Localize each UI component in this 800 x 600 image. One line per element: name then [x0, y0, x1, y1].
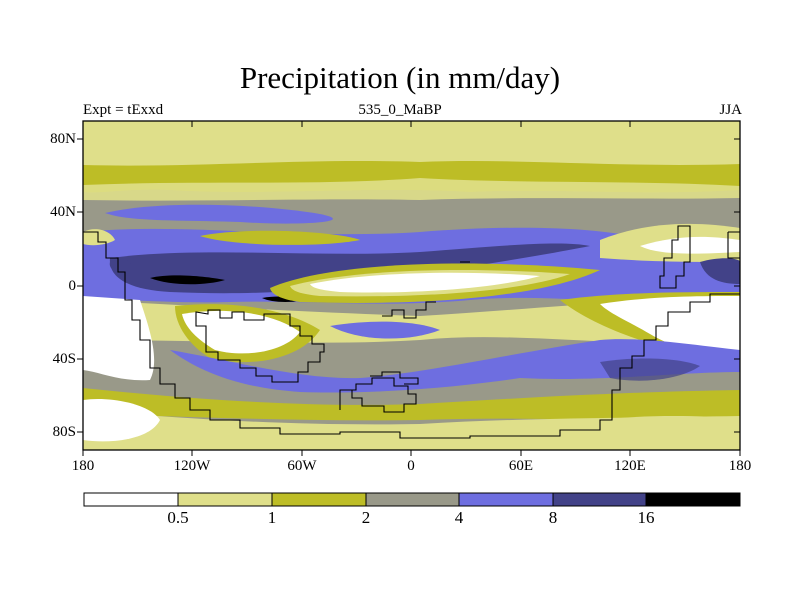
chart-title: Precipitation (in mm/day)	[239, 60, 561, 95]
lat-label-80s: 80S	[52, 424, 76, 440]
west-dark-patch	[109, 259, 132, 273]
colorbar-label-8: 8	[548, 508, 558, 527]
tropical-belt-dark	[109, 243, 590, 294]
east-dark-patch	[700, 258, 740, 284]
north-china-outline	[659, 225, 691, 289]
colorbar-box-below-0.5	[83, 492, 179, 507]
colorbar-box-0.5-1	[177, 492, 273, 507]
south-midlat-blue	[170, 339, 740, 393]
basin-detail-outline	[370, 371, 419, 385]
colorbar-label-1: 1	[267, 508, 277, 527]
colorbar-label-2: 2	[361, 508, 371, 527]
equatorial-dry-white	[310, 272, 540, 293]
lat-label-0: 0	[68, 278, 77, 294]
north-blue-streak	[105, 204, 333, 224]
lon-label-60w: 60W	[287, 458, 317, 474]
southern-basin-outline	[339, 377, 417, 413]
microcontinent-outline	[382, 301, 436, 319]
arctic-band-light	[83, 121, 740, 167]
map-field	[83, 121, 740, 450]
antarctic-dry-white	[83, 398, 160, 442]
max-precip-core	[150, 275, 225, 285]
lat-label-40s: 40S	[52, 351, 76, 367]
nw-dry-light	[83, 229, 115, 246]
south-dark-patch	[600, 358, 700, 381]
lat-label-40n: 40N	[50, 204, 76, 220]
antarctic-band-yellow	[83, 388, 740, 421]
antarctic-band-light	[83, 410, 740, 450]
colorbar-box-2-4	[365, 492, 460, 507]
colorbar-box-4-8	[458, 492, 554, 507]
lon-label-120w: 120W	[173, 458, 211, 474]
colorbar-label-0.5: 0.5	[167, 508, 189, 527]
colorbar-box-above-16	[645, 492, 741, 507]
north-subtropic-yellow	[200, 230, 360, 245]
axis-ticks	[77, 121, 741, 456]
lat-label-80n: 80N	[50, 131, 76, 147]
sw-dry-white	[83, 296, 155, 381]
lon-label-0: 0	[407, 458, 415, 474]
lon-label-60e: 60E	[508, 458, 534, 474]
south-blue-patch	[330, 321, 440, 339]
colorbar-box-1-2	[271, 492, 367, 507]
inland-sea-outline	[195, 309, 325, 383]
continent-outlines	[83, 225, 740, 439]
arctic-band-light2	[83, 178, 740, 201]
northeast-outline	[727, 231, 740, 259]
colorbar-label-16: 16	[637, 508, 655, 527]
se-dry-white	[600, 296, 740, 358]
colorbar-label-4: 4	[454, 508, 464, 527]
lon-label-120e: 120E	[614, 458, 646, 474]
lon-label-180w: 180	[71, 458, 95, 474]
colorbar-box-8-16	[552, 492, 647, 507]
gondwana-outline	[83, 231, 740, 439]
lon-label-180e: 180	[728, 458, 752, 474]
colorbar	[83, 492, 741, 507]
subtitle-experiment: Expt = tExxd	[83, 102, 164, 118]
subtitle-period: 535_0_MaBP	[358, 102, 442, 118]
subtitle-season: JJA	[719, 102, 742, 118]
south-america-dry-white	[182, 310, 300, 354]
antarctic-east-light	[600, 416, 740, 450]
